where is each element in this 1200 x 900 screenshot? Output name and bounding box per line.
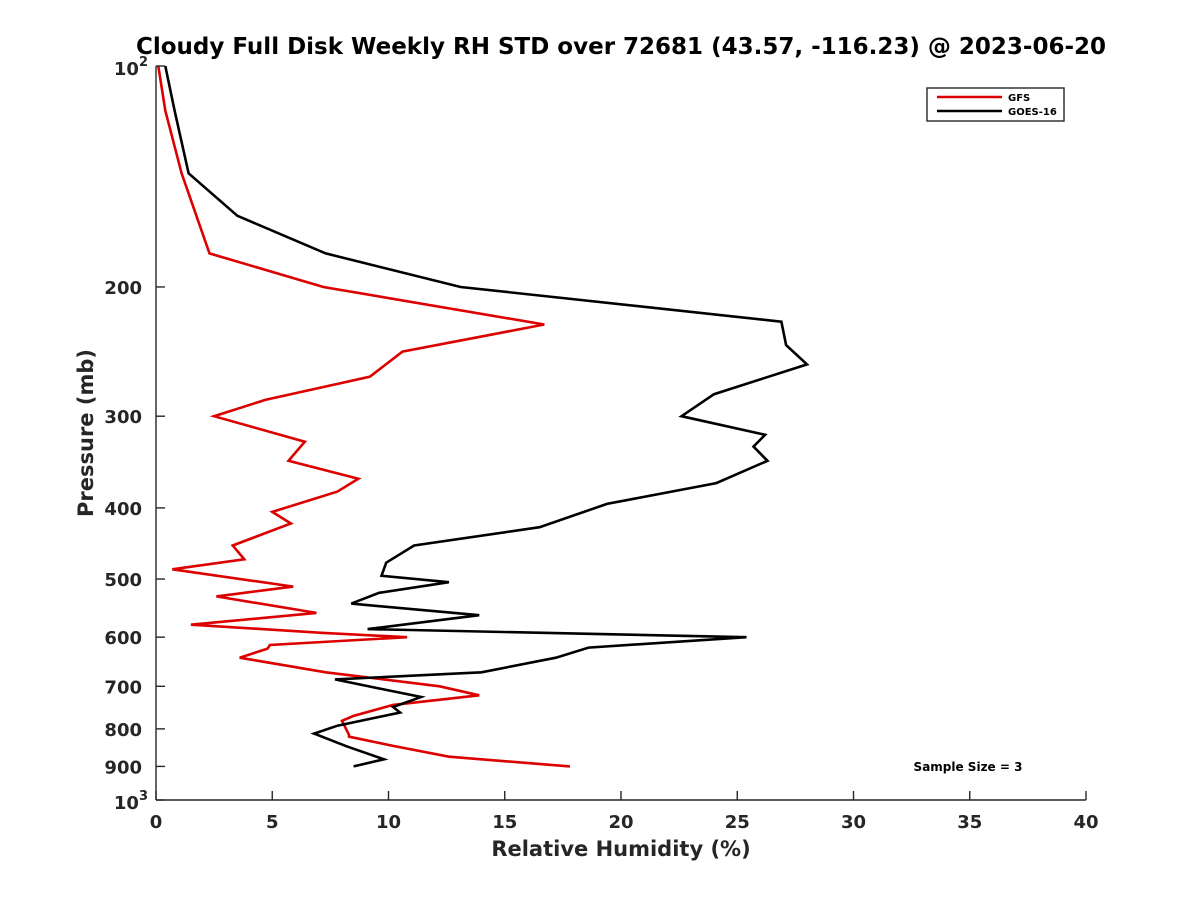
x-tick-label: 35 [957,812,982,833]
x-tick-label: 15 [492,812,517,833]
y-tick-label: 500 [104,570,142,591]
y-axis-label: Pressure (mb) [74,349,98,517]
series-layer [157,65,810,768]
x-tick-label: 0 [150,812,163,833]
x-tick-label: 30 [841,812,866,833]
y-tick-label: 600 [104,628,142,649]
y-tick-label: 400 [104,499,142,520]
x-tick-label: 5 [266,812,279,833]
y-tick-label: 102 [114,55,148,80]
legend-label-goes-16: GOES-16 [1008,107,1057,118]
y-axis-ticks: 102 200 300 400 500 600 700 800 900 103 [104,55,165,814]
series-line-goes-16 [164,65,810,768]
x-axis-ticks: 0 5 10 15 20 25 30 35 40 [150,791,1099,833]
y-tick-label: 800 [104,720,142,741]
legend: GFS GOES-16 [926,87,1065,122]
x-tick-label: 10 [376,812,401,833]
x-tick-label: 20 [608,812,633,833]
x-tick-label: 25 [725,812,750,833]
y-tick-label: 900 [104,757,142,778]
x-tick-label: 40 [1073,812,1098,833]
y-tick-label: 300 [104,407,142,428]
sample-size-annotation: Sample Size = 3 [914,760,1023,774]
y-tick-label: 200 [104,278,142,299]
legend-box [926,87,1065,122]
chart-title: Cloudy Full Disk Weekly RH STD over 7268… [136,34,1106,60]
x-axis-label: Relative Humidity (%) [491,837,750,861]
legend-label-gfs: GFS [1008,93,1030,104]
y-tick-label: 103 [114,789,148,814]
series-line-gfs [157,65,571,768]
y-tick-label: 700 [104,677,142,698]
